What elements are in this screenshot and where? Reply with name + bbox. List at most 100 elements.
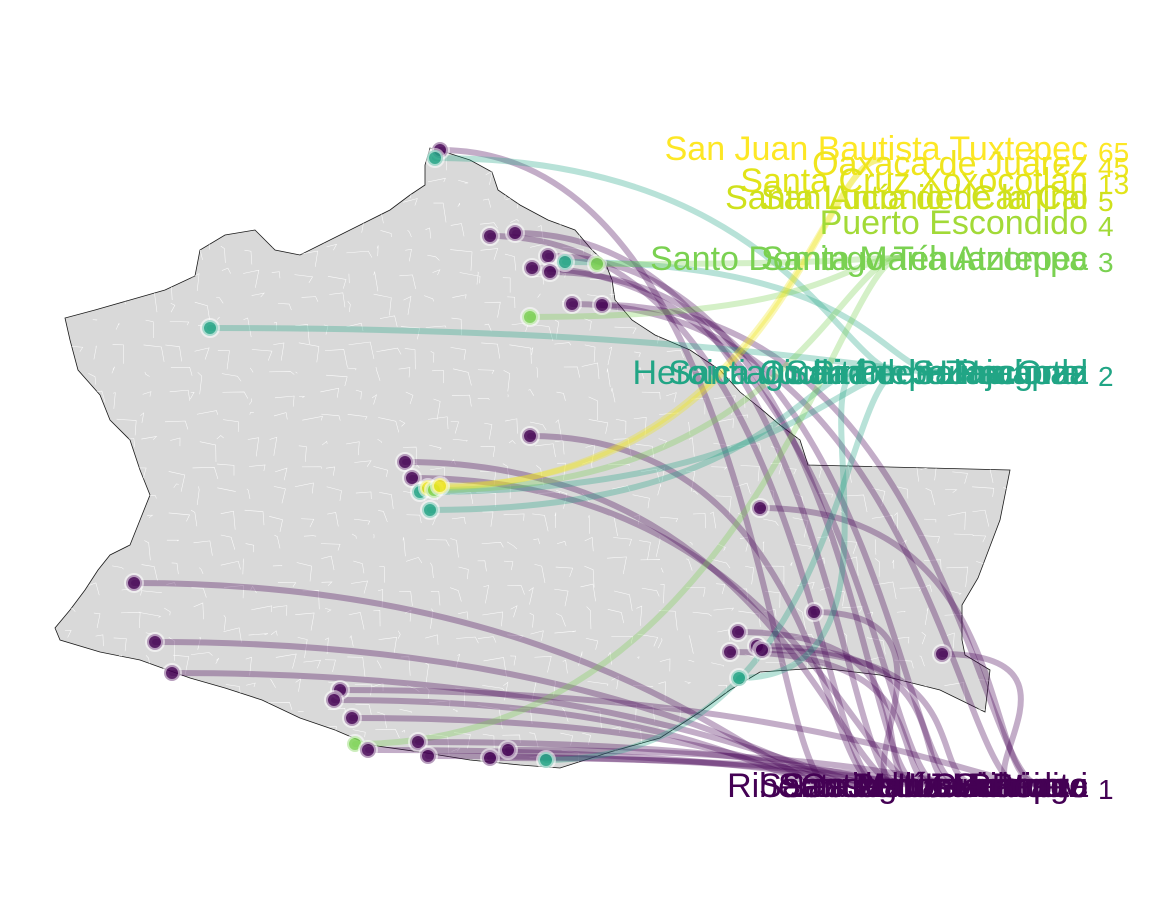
municipal-boundary bbox=[450, 223, 465, 237]
municipal-boundary bbox=[169, 730, 191, 742]
municipal-boundary bbox=[919, 535, 940, 544]
municipal-boundary bbox=[636, 295, 648, 306]
municipal-boundary bbox=[60, 512, 74, 533]
municipal-boundary bbox=[242, 558, 244, 575]
municipal-boundary bbox=[326, 374, 348, 387]
municipal-boundary bbox=[406, 514, 422, 523]
municipal-boundary bbox=[190, 177, 196, 181]
flow-line bbox=[487, 755, 963, 788]
destination-name-label: Santo Domingo Tehuantepec bbox=[650, 240, 1088, 278]
municipal-boundary bbox=[502, 463, 510, 480]
municipal-boundary bbox=[405, 609, 412, 622]
municipal-boundary bbox=[164, 420, 189, 430]
municipal-boundary bbox=[302, 590, 320, 610]
municipal-boundary bbox=[407, 230, 412, 238]
flow-line bbox=[939, 651, 1024, 788]
municipal-boundary bbox=[613, 438, 632, 459]
municipal-boundary bbox=[113, 392, 116, 409]
municipal-boundary bbox=[425, 325, 447, 328]
municipal-boundary bbox=[869, 303, 885, 307]
municipal-boundary bbox=[173, 194, 193, 200]
municipal-boundary bbox=[641, 587, 660, 597]
municipal-boundary bbox=[296, 562, 312, 582]
municipal-boundary bbox=[998, 320, 1010, 327]
municipal-boundary bbox=[92, 319, 98, 321]
municipal-boundary bbox=[660, 584, 665, 604]
municipal-boundary bbox=[301, 518, 315, 528]
municipal-boundary bbox=[347, 367, 357, 371]
municipal-boundary bbox=[217, 350, 230, 370]
municipal-boundary bbox=[745, 565, 754, 585]
municipal-boundary bbox=[844, 556, 859, 576]
municipal-boundary bbox=[510, 218, 519, 223]
municipal-boundary bbox=[900, 418, 920, 428]
origin-point bbox=[562, 294, 582, 314]
municipal-boundary bbox=[60, 327, 67, 336]
municipal-boundary bbox=[715, 495, 732, 515]
municipal-boundary bbox=[971, 731, 981, 749]
municipal-boundary bbox=[639, 540, 651, 560]
municipal-boundary bbox=[949, 398, 961, 419]
municipal-boundary bbox=[633, 705, 655, 722]
municipal-boundary bbox=[689, 541, 693, 546]
municipal-boundary bbox=[62, 445, 86, 467]
municipal-boundary bbox=[301, 466, 323, 469]
municipal-boundary bbox=[272, 731, 297, 736]
municipal-boundary bbox=[657, 638, 663, 649]
municipal-boundary bbox=[321, 581, 333, 586]
municipal-boundary bbox=[164, 607, 171, 616]
destination-name-label: San Juan Guichicovi bbox=[778, 767, 1088, 805]
municipal-boundary bbox=[273, 322, 277, 330]
municipal-boundary bbox=[246, 488, 251, 499]
municipal-boundary bbox=[196, 486, 200, 505]
municipal-boundary bbox=[169, 228, 180, 236]
municipal-boundary bbox=[503, 370, 511, 392]
municipal-boundary bbox=[323, 324, 329, 335]
destination-name-label: Matías Romero bbox=[856, 767, 1088, 805]
municipal-boundary bbox=[740, 702, 763, 709]
municipal-boundary bbox=[482, 733, 495, 756]
municipal-boundary bbox=[611, 387, 616, 403]
municipal-boundary bbox=[533, 538, 540, 545]
municipal-boundary bbox=[711, 559, 731, 569]
municipal-boundary bbox=[765, 730, 782, 743]
municipal-boundary bbox=[319, 199, 336, 219]
municipal-boundary bbox=[637, 633, 659, 647]
municipal-boundary bbox=[584, 565, 595, 588]
municipal-boundary bbox=[1005, 637, 1010, 652]
municipal-boundary bbox=[947, 511, 966, 530]
municipal-boundary bbox=[65, 297, 70, 307]
municipal-boundary bbox=[244, 249, 253, 265]
municipal-boundary bbox=[482, 511, 494, 527]
municipal-boundary bbox=[607, 346, 613, 366]
municipal-boundary bbox=[692, 491, 699, 495]
municipal-boundary bbox=[764, 609, 777, 617]
origin-point bbox=[750, 498, 770, 518]
municipal-boundary bbox=[270, 630, 278, 636]
flow-line bbox=[427, 369, 863, 513]
municipal-boundary bbox=[530, 630, 544, 641]
oaxaca-state-map bbox=[54, 147, 1011, 769]
municipal-boundary bbox=[295, 758, 307, 768]
municipal-boundary bbox=[191, 587, 207, 598]
municipal-boundary bbox=[348, 273, 350, 284]
municipal-boundary bbox=[480, 446, 496, 457]
municipal-boundary bbox=[273, 342, 285, 361]
municipal-boundary bbox=[562, 659, 568, 674]
municipal-boundary bbox=[379, 566, 385, 583]
municipal-boundary bbox=[502, 277, 511, 293]
municipal-boundary bbox=[348, 341, 375, 359]
municipal-boundary bbox=[976, 612, 990, 629]
destination-name-label: San Pedro Pochutla bbox=[786, 354, 1089, 392]
municipal-boundary bbox=[250, 585, 257, 594]
flow-line bbox=[757, 505, 1043, 788]
destination-count-label: 13 bbox=[1098, 169, 1129, 200]
municipal-boundary bbox=[194, 301, 211, 324]
municipal-boundary bbox=[896, 486, 909, 499]
municipal-boundary bbox=[998, 609, 1010, 614]
municipal-boundary bbox=[274, 395, 295, 407]
municipal-boundary bbox=[840, 590, 845, 607]
municipal-boundary bbox=[67, 464, 81, 472]
municipal-boundary bbox=[763, 518, 779, 526]
municipal-boundary bbox=[194, 347, 210, 360]
